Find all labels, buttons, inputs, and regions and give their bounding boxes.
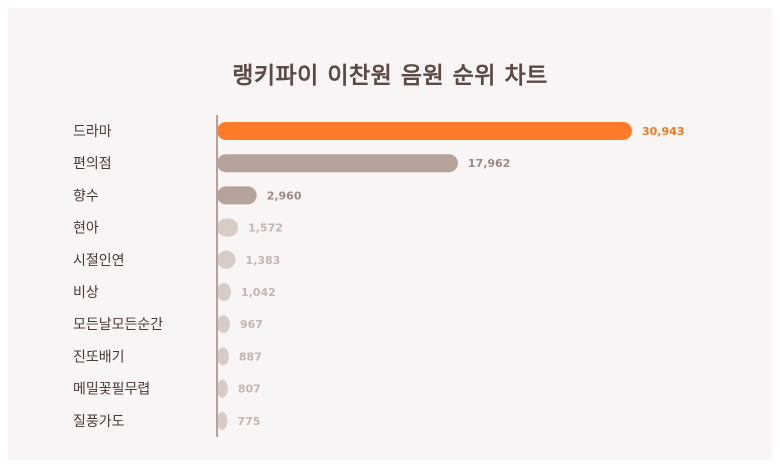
category-label: 드라마 (73, 124, 112, 140)
bar (217, 379, 228, 398)
value-label: 1,383 (246, 254, 281, 267)
value-label: 967 (240, 318, 263, 331)
bar (217, 122, 632, 140)
category-label: 시절인연 (73, 253, 125, 269)
value-label: 1,572 (248, 222, 283, 235)
chart-title: 랭키파이 이찬원 음원 순위 차트 (232, 63, 548, 89)
category-label: 메밀꽃필무렵 (73, 382, 150, 398)
bar (217, 411, 228, 430)
value-label: 30,943 (642, 125, 684, 138)
category-label: 향수 (73, 188, 99, 204)
bars-group: 드라마 30,943 편의점 17,962 향수 2,960 현아 1,572 시절인연 1,38… (73, 122, 684, 430)
bar (217, 250, 236, 269)
value-label: 807 (238, 383, 261, 396)
category-label: 현아 (73, 221, 99, 237)
bar (217, 154, 458, 173)
category-label: 진또배기 (73, 349, 125, 365)
value-label: 887 (239, 350, 262, 363)
value-label: 17,962 (468, 157, 510, 170)
category-label: 질풍가도 (73, 414, 125, 430)
category-label: 편의점 (73, 156, 112, 172)
bar (217, 186, 257, 205)
bar (217, 347, 229, 366)
bar (217, 218, 239, 237)
chart-card (8, 8, 772, 460)
bar (217, 315, 230, 334)
category-label: 모든날모든순간 (73, 317, 163, 333)
bar (217, 283, 231, 301)
value-label: 1,042 (241, 286, 276, 299)
category-label: 비상 (73, 285, 99, 301)
value-label: 2,960 (267, 189, 302, 202)
value-label: 775 (237, 415, 260, 428)
